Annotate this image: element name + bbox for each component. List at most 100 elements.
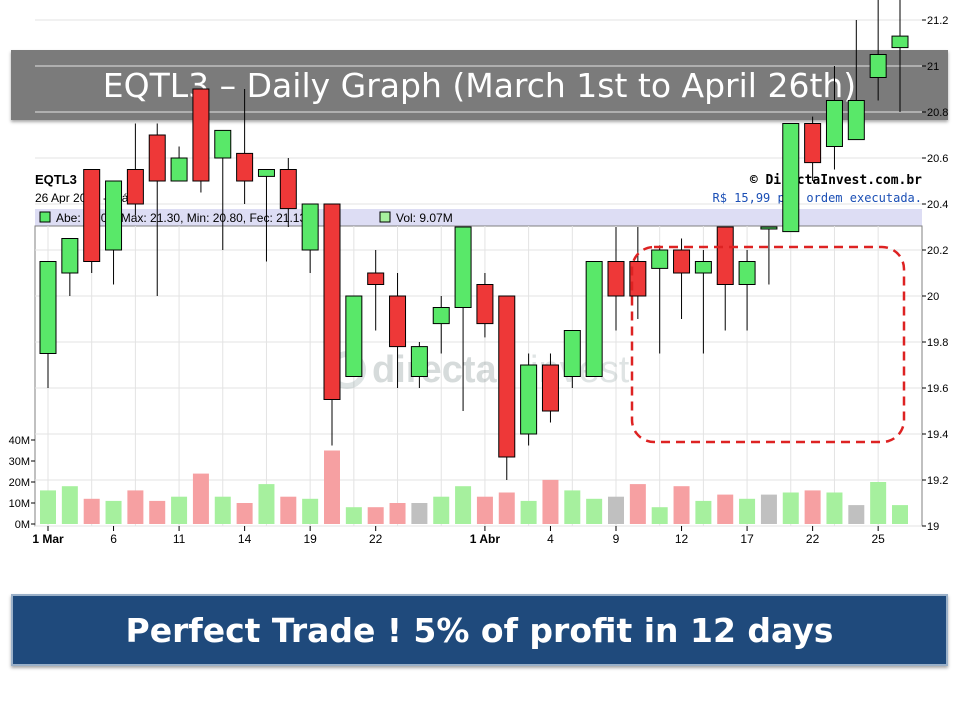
- candle-body: [476, 284, 494, 325]
- volume-bar: [302, 498, 319, 524]
- volume-axis: 0M 10M 20M 30M 40M: [9, 435, 35, 531]
- candle-body: [410, 346, 428, 378]
- candle-body: [585, 261, 603, 377]
- volume-bar: [171, 496, 188, 524]
- date-tick-label: 12: [675, 532, 689, 546]
- candle-body: [782, 123, 800, 233]
- candle-body: [607, 261, 625, 297]
- plot-area: [34, 225, 923, 527]
- candle-body: [804, 123, 822, 164]
- volume-bar: [324, 450, 340, 524]
- price-tick-label: 19.8: [927, 337, 948, 349]
- candle-body: [847, 100, 865, 141]
- candle-body: [39, 261, 57, 354]
- date-tick-label: 1 Abr: [470, 532, 501, 546]
- volume-bar: [651, 507, 668, 524]
- price-tick-label: 19.6: [927, 383, 948, 395]
- volume-tick-label: 40M: [9, 435, 30, 447]
- price-tick-label: 21: [927, 61, 939, 73]
- volume-bar: [804, 490, 821, 524]
- candle-body: [279, 169, 297, 210]
- legend-vol-swatch: [379, 211, 391, 223]
- site-credit: © DirectaInvest.com.br: [750, 173, 922, 188]
- candle-body: [563, 330, 581, 377]
- price-tick-label: 19: [927, 521, 939, 533]
- watermark: directa invest: [328, 349, 630, 391]
- watermark-text-a: directa: [372, 349, 497, 391]
- volume-bar: [870, 482, 887, 524]
- date-tick-label: 4: [547, 532, 554, 546]
- volume-bar: [149, 500, 166, 524]
- date-tick-label: 9: [613, 532, 620, 546]
- price-tick-label: 20.6: [927, 153, 948, 165]
- candle-body: [367, 272, 385, 285]
- volume-bars: [40, 450, 908, 524]
- candle-body: [891, 35, 909, 49]
- date-tick-label: 6: [110, 532, 117, 546]
- candle-body: [694, 261, 712, 274]
- candle-body: [105, 180, 123, 251]
- date-axis: 1 Mar 6 11 14 19 22 1 Abr 4 9 12 17 22 25: [32, 526, 885, 546]
- candle-body: [629, 261, 647, 297]
- volume-tick-label: 10M: [9, 498, 30, 510]
- legend-vol-text: Vol: 9.07M: [396, 211, 453, 225]
- volume-bar: [411, 503, 428, 524]
- volume-bar: [367, 507, 384, 524]
- legend-ohlc-swatch: [39, 211, 51, 223]
- volume-bar: [83, 498, 100, 524]
- volume-bar: [345, 507, 362, 524]
- date-tick-label: 17: [740, 532, 754, 546]
- candle-body: [716, 226, 734, 285]
- volume-bar: [214, 496, 231, 524]
- candle-body: [126, 169, 144, 205]
- volume-bar: [105, 500, 122, 524]
- price-tick-label: 19.2: [927, 475, 948, 487]
- volume-tick-label: 20M: [9, 477, 30, 489]
- volume-bar: [739, 498, 756, 524]
- volume-bar: [258, 484, 275, 524]
- volume-bar: [433, 496, 450, 524]
- volume-bar: [476, 496, 493, 524]
- candle-body: [498, 295, 516, 458]
- promo-text: R$ 15,99 por ordem executada.: [712, 191, 922, 205]
- candle-body: [389, 295, 407, 348]
- volume-bar: [826, 492, 843, 524]
- volume-bar: [673, 486, 690, 524]
- candle-body: [541, 364, 559, 412]
- volume-bar: [61, 486, 78, 524]
- candle-body: [61, 238, 79, 274]
- price-tick-label: 20.8: [927, 107, 948, 119]
- volume-bar: [127, 490, 144, 524]
- price-tick-label: 19.4: [927, 429, 948, 441]
- price-tick-label: 21.2: [927, 15, 948, 27]
- candle-body: [83, 169, 101, 262]
- candle-body: [432, 307, 450, 325]
- volume-bar: [586, 498, 603, 524]
- candle-body: [454, 226, 472, 308]
- volume-bar: [564, 490, 581, 524]
- volume-bar: [389, 503, 406, 524]
- volume-bar: [892, 505, 908, 524]
- volume-bar: [608, 496, 624, 524]
- candles: [39, 0, 909, 480]
- candle-body: [257, 169, 275, 177]
- volume-tick-label: 0M: [15, 519, 30, 531]
- candle-body: [301, 203, 319, 251]
- date-tick-label: 11: [173, 532, 186, 546]
- date-tick-label: 22: [369, 532, 383, 546]
- candle-body: [738, 261, 756, 285]
- price-axis: 19 19.2 19.4 19.6 19.8 20 20.2 20.4 20.6 20.8 21 21…: [922, 15, 948, 533]
- volume-tick-label: 30M: [9, 456, 30, 468]
- candle-body: [651, 249, 669, 269]
- volume-bar: [848, 505, 865, 524]
- volume-bar: [236, 503, 253, 524]
- price-tick-label: 20.2: [927, 245, 948, 257]
- volume-bar: [280, 496, 297, 524]
- volume-bar: [542, 479, 559, 524]
- volume-bar: [760, 494, 777, 524]
- candle-body: [236, 152, 254, 182]
- candle-body: [214, 129, 232, 159]
- volume-bar: [629, 484, 646, 524]
- date-tick-label: 25: [871, 532, 885, 546]
